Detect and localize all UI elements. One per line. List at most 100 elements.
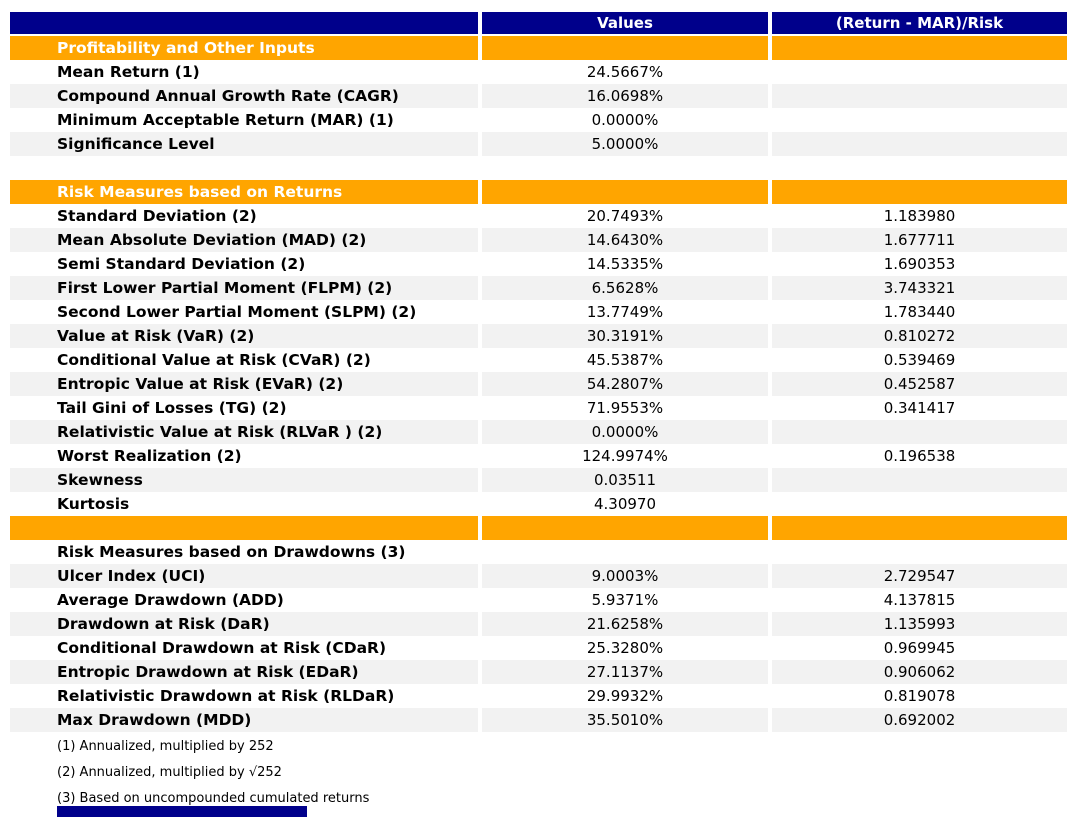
table-row: Tail Gini of Losses (TG) (2) 71.9553% 0.… [10, 396, 1067, 420]
row-label: Skewness [10, 468, 478, 492]
footnote-2: (2) Annualized, multiplied by √252 [57, 765, 282, 780]
row-ratio [772, 420, 1067, 444]
row-ratio [772, 60, 1067, 84]
row-ratio: 0.819078 [883, 687, 956, 705]
row-label: Entropic Drawdown at Risk (EDaR) [10, 660, 478, 684]
row-label: Minimum Acceptable Return (MAR) (1) [57, 111, 394, 129]
row-ratio: 1.783440 [883, 303, 956, 321]
table-row: Drawdown at Risk (DaR) 21.6258% 1.135993 [10, 612, 1067, 636]
footnote-1: (1) Annualized, multiplied by 252 [57, 739, 274, 754]
row-label: First Lower Partial Moment (FLPM) (2) [10, 276, 478, 300]
section-header-empty-band [10, 516, 1067, 540]
row-value: 24.5667% [586, 63, 664, 81]
table-row: Mean Absolute Deviation (MAD) (2) 14.643… [10, 228, 1067, 252]
section-empty-cell [482, 36, 768, 60]
row-label: Significance Level [10, 132, 478, 156]
section-empty-cell [482, 516, 768, 540]
section-title-drawdowns-row: Risk Measures based on Drawdowns (3) [10, 540, 1067, 564]
table-row: Mean Return (1) 24.5667% [10, 60, 1067, 84]
row-ratio: 2.729547 [772, 564, 1067, 588]
row-value: 21.6258% [482, 612, 768, 636]
section-title: Profitability and Other Inputs [10, 36, 478, 60]
row-ratio: 1.135993 [772, 612, 1067, 636]
row-ratio: 0.906062 [772, 660, 1067, 684]
row-label: Relativistic Value at Risk (RLVaR ) (2) [10, 420, 478, 444]
row-label: Conditional Value at Risk (CVaR) (2) [57, 351, 371, 369]
table-row: Conditional Value at Risk (CVaR) (2) 45.… [10, 348, 1067, 372]
table-row: Max Drawdown (MDD) 35.5010% 0.692002 [10, 708, 1067, 732]
header-ratio-label: (Return - MAR)/Risk [772, 12, 1067, 34]
row-value: 0.0000% [591, 111, 659, 129]
table-row: Entropic Drawdown at Risk (EDaR) 27.1137… [10, 660, 1067, 684]
table-header-row: Values (Return - MAR)/Risk [10, 12, 1067, 34]
row-ratio: 0.196538 [883, 447, 956, 465]
table-row: Standard Deviation (2) 20.7493% 1.183980 [10, 204, 1067, 228]
header-empty-cell [10, 12, 478, 34]
row-ratio: 0.692002 [772, 708, 1067, 732]
bottom-partial-header-bar [57, 806, 307, 817]
row-value: 30.3191% [482, 324, 768, 348]
table-row: Value at Risk (VaR) (2) 30.3191% 0.81027… [10, 324, 1067, 348]
footnote-3: (3) Based on uncompounded cumulated retu… [57, 791, 370, 806]
table-row: Ulcer Index (UCI) 9.0003% 2.729547 [10, 564, 1067, 588]
section-title: Risk Measures based on Drawdowns (3) [57, 543, 406, 561]
row-ratio: 1.690353 [883, 255, 956, 273]
table-row: Compound Annual Growth Rate (CAGR) 16.06… [10, 84, 1067, 108]
row-ratio: 4.137815 [883, 591, 956, 609]
row-label: Tail Gini of Losses (TG) (2) [57, 399, 287, 417]
row-label: Standard Deviation (2) [57, 207, 257, 225]
section-empty-cell [482, 180, 768, 204]
row-value: 35.5010% [482, 708, 768, 732]
row-value: 45.5387% [586, 351, 664, 369]
row-value: 0.0000% [482, 420, 768, 444]
row-value [482, 540, 768, 564]
row-value: 29.9932% [586, 687, 664, 705]
row-label: Worst Realization (2) [57, 447, 242, 465]
table-row: First Lower Partial Moment (FLPM) (2) 6.… [10, 276, 1067, 300]
row-label: Ulcer Index (UCI) [10, 564, 478, 588]
row-value: 9.0003% [482, 564, 768, 588]
table-row: Worst Realization (2) 124.9974% 0.196538 [10, 444, 1067, 468]
row-label: Entropic Value at Risk (EVaR) (2) [10, 372, 478, 396]
row-label: Semi Standard Deviation (2) [57, 255, 306, 273]
row-ratio: 0.810272 [772, 324, 1067, 348]
table-row: Semi Standard Deviation (2) 14.5335% 1.6… [10, 252, 1067, 276]
row-value: 20.7493% [586, 207, 664, 225]
row-ratio [772, 132, 1067, 156]
row-value: 4.30970 [593, 495, 657, 513]
row-label: Value at Risk (VaR) (2) [10, 324, 478, 348]
table-row: Significance Level 5.0000% [10, 132, 1067, 156]
section-empty-cell [772, 516, 1067, 540]
section-header-profitability: Profitability and Other Inputs [10, 36, 1067, 60]
row-value: 14.6430% [482, 228, 768, 252]
row-label: Mean Absolute Deviation (MAD) (2) [10, 228, 478, 252]
row-ratio [772, 492, 1067, 516]
table-row: Average Drawdown (ADD) 5.9371% 4.137815 [10, 588, 1067, 612]
row-value: 6.5628% [482, 276, 768, 300]
row-ratio [772, 108, 1067, 132]
row-ratio: 0.452587 [772, 372, 1067, 396]
row-value: 25.3280% [586, 639, 664, 657]
row-value: 5.9371% [591, 591, 659, 609]
section-header-returns: Risk Measures based on Returns [10, 180, 1067, 204]
row-ratio: 0.969945 [883, 639, 956, 657]
row-label: Second Lower Partial Moment (SLPM) (2) [57, 303, 417, 321]
row-value: 5.0000% [482, 132, 768, 156]
row-label: Mean Return (1) [57, 63, 200, 81]
row-label: Compound Annual Growth Rate (CAGR) [10, 84, 478, 108]
row-value: 16.0698% [482, 84, 768, 108]
row-value: 54.2807% [482, 372, 768, 396]
table-row: Second Lower Partial Moment (SLPM) (2) 1… [10, 300, 1067, 324]
header-values-label: Values [482, 12, 768, 34]
section-title: Risk Measures based on Returns [10, 180, 478, 204]
footnotes: (1) Annualized, multiplied by 252 (2) An… [10, 734, 1067, 812]
row-ratio: 1.677711 [772, 228, 1067, 252]
risk-report-table: Values (Return - MAR)/Risk Profitability… [10, 12, 1067, 812]
row-value: 0.03511 [482, 468, 768, 492]
row-value: 124.9974% [582, 447, 668, 465]
table-row: Relativistic Drawdown at Risk (RLDaR) 29… [10, 684, 1067, 708]
table-row: Entropic Value at Risk (EVaR) (2) 54.280… [10, 372, 1067, 396]
table-row: Skewness 0.03511 [10, 468, 1067, 492]
table-row: Relativistic Value at Risk (RLVaR ) (2) … [10, 420, 1067, 444]
row-label: Conditional Drawdown at Risk (CDaR) [57, 639, 387, 657]
